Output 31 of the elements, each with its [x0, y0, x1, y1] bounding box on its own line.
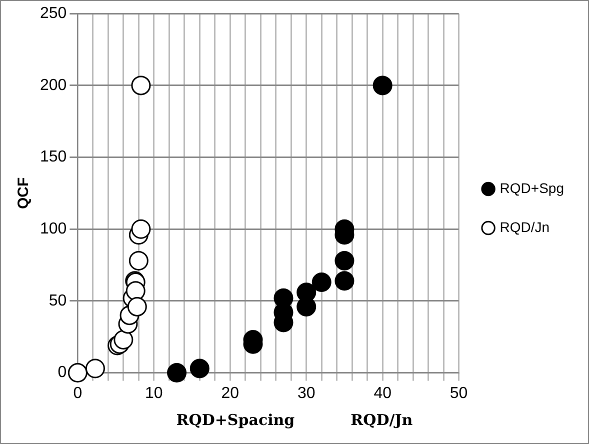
point — [167, 363, 187, 383]
y-tick-label: 150 — [40, 148, 67, 166]
y-tick-label: 100 — [40, 220, 67, 238]
point — [68, 363, 88, 383]
point — [334, 250, 354, 270]
y-tick-label: 0 — [58, 364, 67, 382]
point — [334, 271, 354, 291]
text: RQD/Jn — [350, 411, 413, 429]
point — [128, 250, 148, 270]
x-tick-label: 50 — [450, 384, 468, 402]
x-tick-label: 10 — [145, 384, 163, 402]
point — [131, 219, 151, 239]
x-axis-title: RQD+Spacing — [176, 411, 295, 429]
point — [190, 358, 210, 378]
point — [372, 76, 392, 96]
legend-label: RQD+Spg — [500, 180, 564, 196]
y-tick-label: 250 — [40, 5, 67, 22]
legend-label: RQD/Jn — [500, 218, 550, 235]
x-tick-label: 20 — [221, 384, 240, 402]
x-tick-label: 0 — [73, 384, 82, 402]
point — [85, 358, 105, 378]
point — [312, 272, 332, 292]
x-tick-label: 30 — [297, 384, 316, 402]
y-axis-title: QCF — [15, 177, 32, 210]
point — [131, 76, 151, 96]
y-tick-label: 200 — [40, 76, 67, 94]
point — [127, 296, 147, 316]
point — [114, 330, 134, 350]
y-tick-label: 50 — [48, 292, 67, 310]
point — [126, 281, 146, 301]
x-tick-label: 40 — [374, 384, 392, 402]
